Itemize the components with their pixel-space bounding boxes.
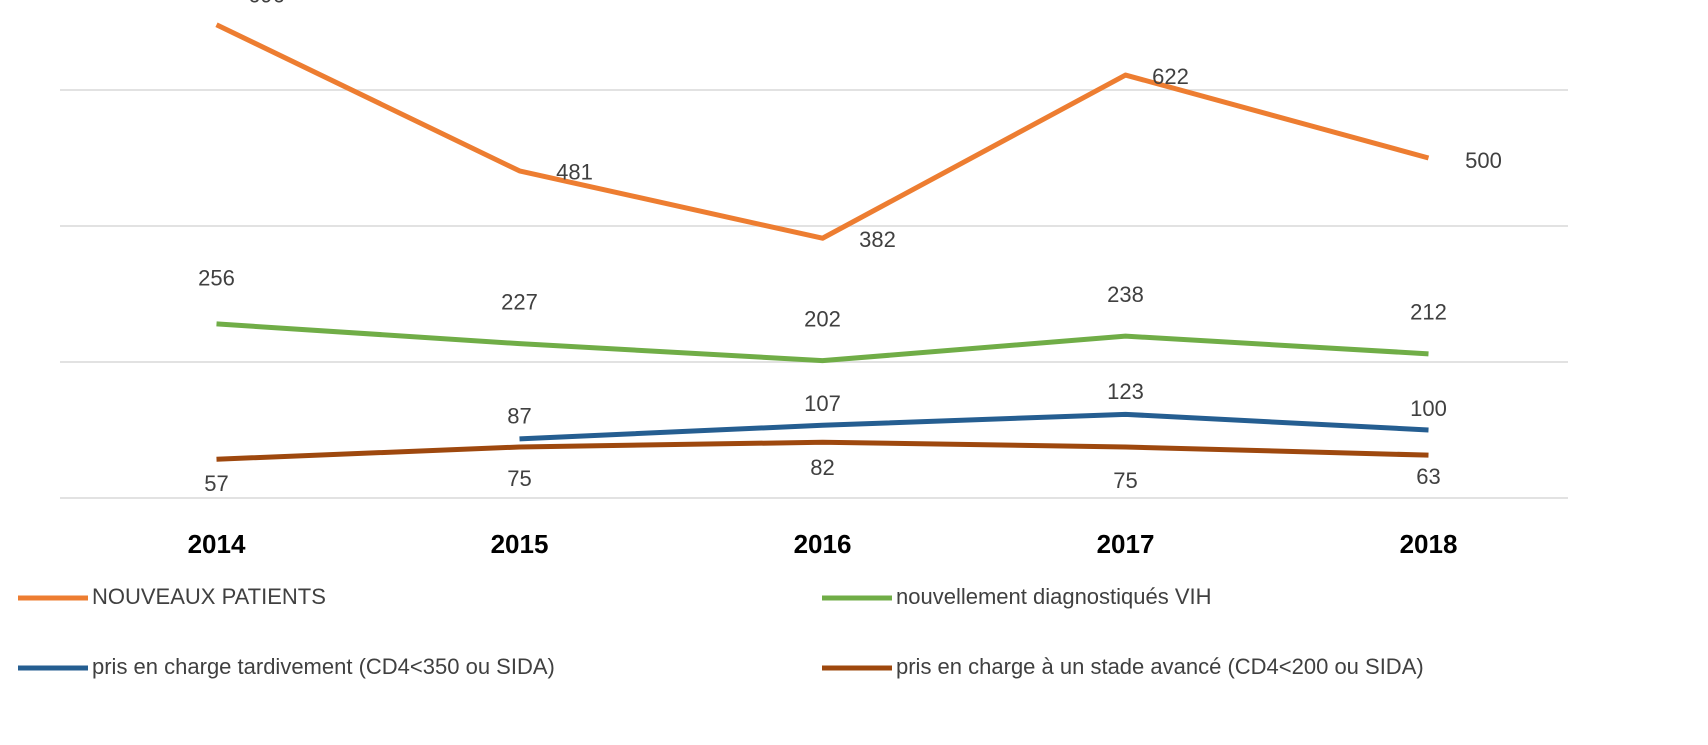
- data-label: 481: [556, 160, 593, 185]
- legend-label: pris en charge à un stade avancé (CD4<20…: [896, 654, 1424, 679]
- series-line: [215, 22, 1430, 241]
- data-label: 107: [804, 391, 841, 416]
- legend-label: nouvellement diagnostiqués VIH: [896, 584, 1212, 609]
- legend-label: pris en charge tardivement (CD4<350 ou S…: [92, 654, 555, 679]
- legend-label: NOUVEAUX PATIENTS: [92, 584, 326, 609]
- data-label: 622: [1152, 64, 1189, 89]
- data-label: 87: [507, 404, 531, 429]
- data-label: 75: [1113, 468, 1137, 493]
- data-label: 100: [1410, 396, 1447, 421]
- data-label: 212: [1410, 300, 1447, 325]
- x-tick-label: 2015: [491, 529, 549, 559]
- series-line: [216, 439, 1429, 462]
- data-label: 63: [1416, 464, 1440, 489]
- data-label: 75: [507, 466, 531, 491]
- data-label: 382: [859, 227, 896, 252]
- data-label: 57: [204, 471, 228, 496]
- x-tick-label: 2016: [794, 529, 852, 559]
- x-tick-label: 2017: [1097, 529, 1155, 559]
- data-label: 500: [1465, 148, 1502, 173]
- data-label: 256: [198, 266, 235, 291]
- data-label: 82: [810, 455, 834, 480]
- data-label: 238: [1107, 282, 1144, 307]
- series-line: [216, 321, 1429, 364]
- data-label: 227: [501, 289, 538, 314]
- series-line: [519, 411, 1429, 442]
- x-tick-label: 2018: [1400, 529, 1458, 559]
- data-label: 696: [248, 0, 285, 8]
- data-label: 202: [804, 306, 841, 331]
- data-label: 123: [1107, 379, 1144, 404]
- x-tick-label: 2014: [188, 529, 246, 559]
